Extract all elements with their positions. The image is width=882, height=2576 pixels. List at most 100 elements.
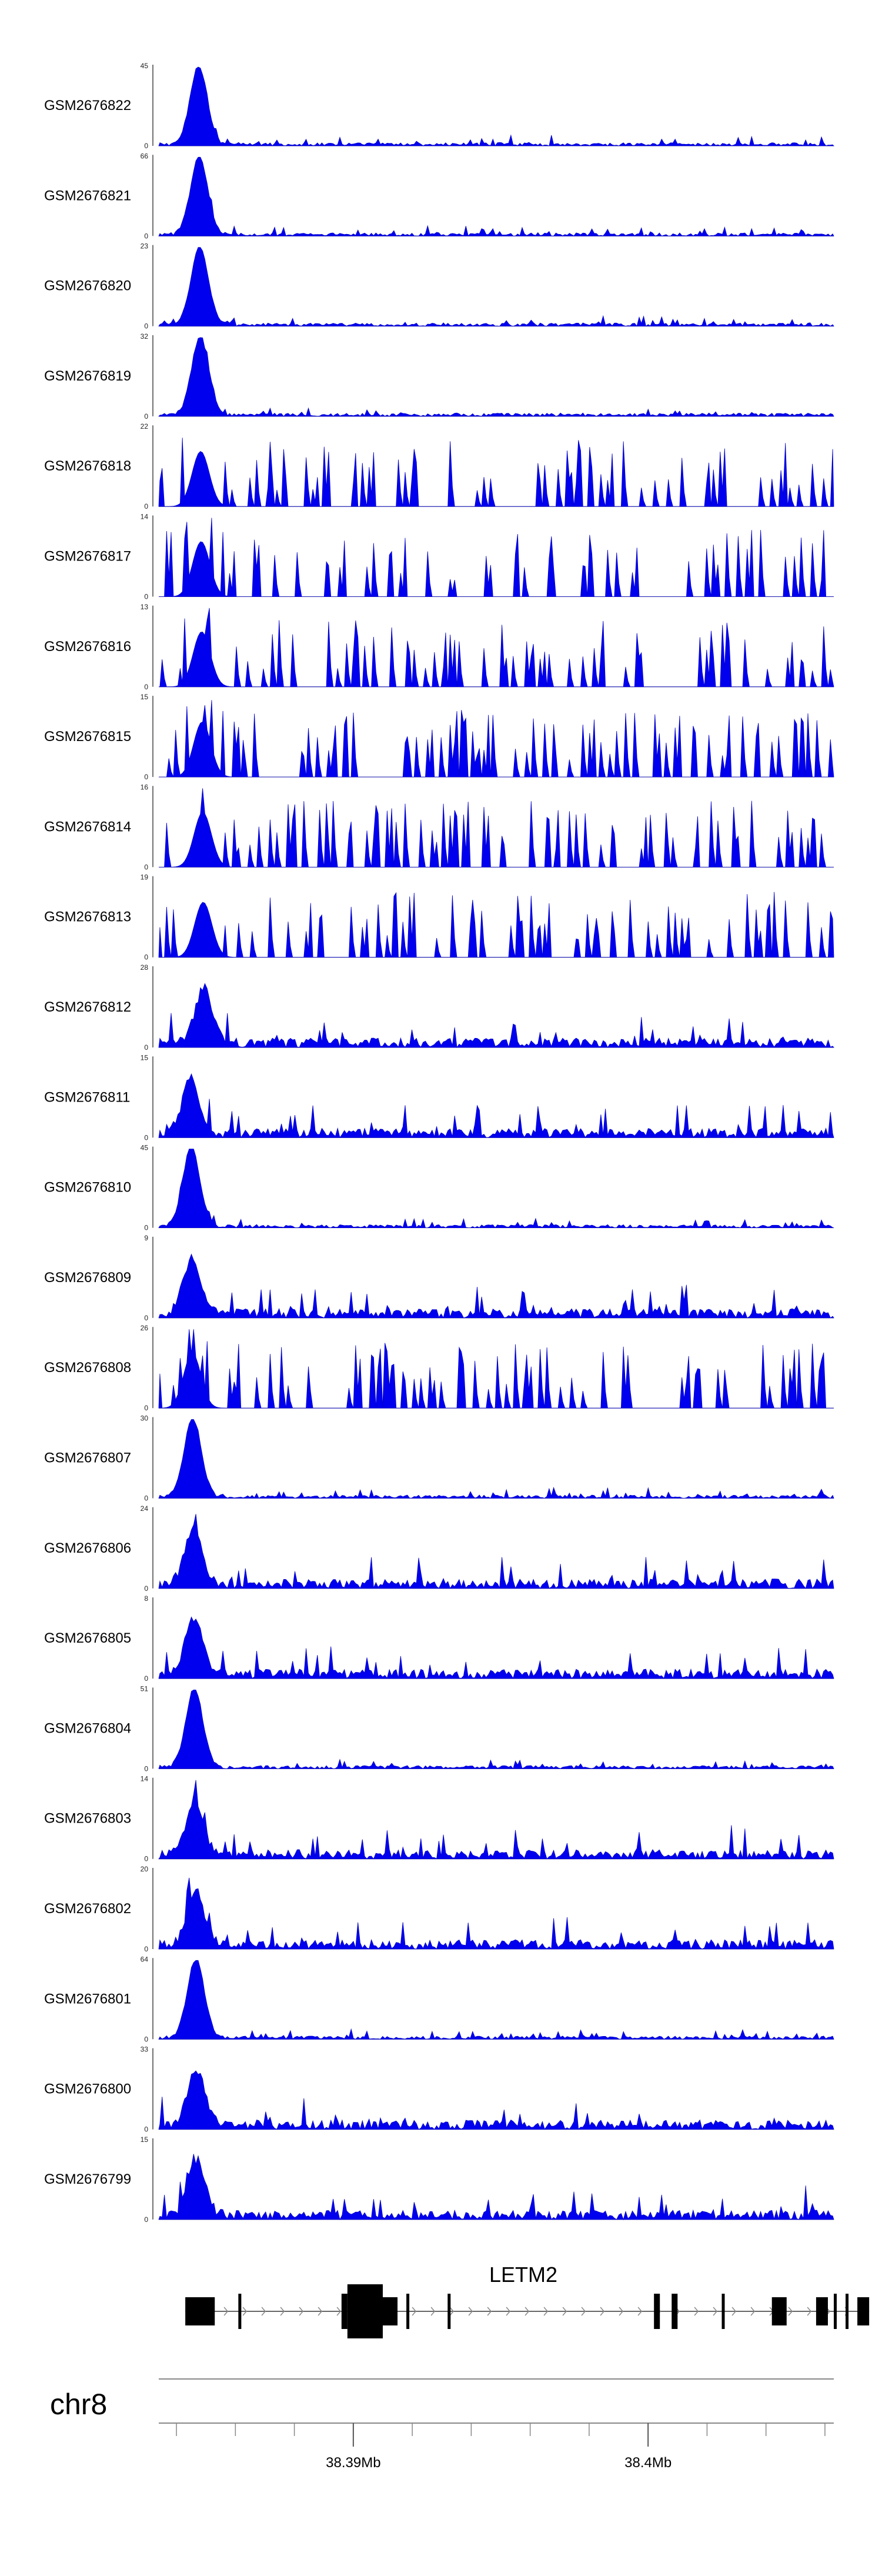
track-ymin-label: 0 — [144, 1133, 148, 1142]
track-label: GSM2676819 — [44, 368, 131, 384]
gene-exon — [671, 2294, 678, 2329]
coverage-track: GSM2676815 15 0 — [44, 693, 834, 781]
gene-exon — [238, 2294, 242, 2329]
coverage-track: GSM2676809 9 0 — [44, 1234, 834, 1322]
gene-exon — [347, 2284, 383, 2338]
track-ymin-label: 0 — [144, 322, 148, 331]
track-label: GSM2676803 — [44, 1811, 131, 1827]
track-ymax-label: 66 — [141, 152, 149, 160]
track-ymin-label: 0 — [144, 1855, 148, 1863]
coverage-track: GSM2676810 45 0 — [44, 1144, 834, 1232]
gene-exon — [654, 2294, 660, 2329]
gene-model-track: LETM2 — [185, 2263, 870, 2338]
gene-exon — [721, 2294, 725, 2329]
coverage-track: GSM2676814 16 0 — [44, 783, 834, 871]
track-ymax-label: 45 — [141, 1144, 149, 1152]
coverage-track: GSM2676803 14 0 — [44, 1775, 834, 1863]
track-label: GSM2676808 — [44, 1360, 131, 1376]
track-label: GSM2676805 — [44, 1630, 131, 1646]
coverage-track: GSM2676806 24 0 — [44, 1504, 834, 1593]
coverage-track: GSM2676805 8 0 — [44, 1594, 834, 1683]
coverage-area — [158, 1514, 834, 1589]
strand-arrow-icon — [449, 2307, 455, 2316]
track-ymin-label: 0 — [144, 1314, 148, 1322]
coverage-area — [158, 1616, 834, 1679]
track-label: GSM2676799 — [44, 2171, 131, 2187]
strand-arrow-icon — [242, 2307, 248, 2316]
coverage-area — [158, 247, 834, 327]
strand-arrow-icon — [524, 2307, 530, 2316]
track-ymin-label: 0 — [144, 1764, 148, 1773]
track-label: GSM2676818 — [44, 458, 131, 474]
track-label: GSM2676814 — [44, 819, 131, 835]
coverage-track: GSM2676799 15 0 — [44, 2135, 834, 2224]
coverage-area — [159, 700, 834, 778]
axis-tick-label: 38.4Mb — [624, 2455, 671, 2471]
track-label: GSM2676810 — [44, 1180, 131, 1196]
track-label: GSM2676801 — [44, 1991, 131, 2007]
track-ymax-label: 64 — [141, 1955, 149, 1963]
track-ymin-label: 0 — [144, 2215, 148, 2224]
coverage-track: GSM2676819 32 0 — [44, 332, 834, 421]
track-ymax-label: 51 — [141, 1684, 149, 1693]
track-ymax-label: 15 — [141, 693, 149, 701]
track-ymax-label: 19 — [141, 873, 149, 882]
coverage-area — [158, 1073, 834, 1139]
strand-arrow-icon — [299, 2307, 304, 2316]
strand-arrow-icon — [731, 2307, 737, 2316]
gene-exon — [447, 2294, 451, 2329]
track-ymax-label: 22 — [141, 422, 149, 431]
axis-tick-label: 38.39Mb — [326, 2455, 380, 2471]
coverage-area — [158, 983, 834, 1049]
gene-exon — [185, 2297, 215, 2325]
chromosome-label: chr8 — [50, 2388, 107, 2421]
coverage-area — [158, 1690, 834, 1770]
gene-exon — [382, 2297, 398, 2325]
strand-arrow-icon — [807, 2307, 812, 2316]
strand-arrow-icon — [750, 2307, 756, 2316]
coverage-area — [158, 892, 834, 958]
track-ymin-label: 0 — [144, 142, 148, 150]
track-ymax-label: 9 — [144, 1234, 148, 1242]
gene-exon — [846, 2294, 849, 2329]
track-ymin-label: 0 — [144, 1224, 148, 1232]
track-label: GSM2676822 — [44, 98, 131, 114]
strand-arrow-icon — [600, 2307, 605, 2316]
coverage-track: GSM2676804 51 0 — [44, 1684, 834, 1773]
track-ymax-label: 24 — [141, 1504, 149, 1513]
track-ymin-label: 0 — [144, 502, 148, 510]
track-ymin-label: 0 — [144, 773, 148, 781]
gene-exon — [406, 2294, 410, 2329]
strand-arrow-icon — [280, 2307, 285, 2316]
track-ymin-label: 0 — [144, 593, 148, 601]
track-label: GSM2676816 — [44, 639, 131, 655]
strand-arrow-icon — [637, 2307, 643, 2316]
coverage-area — [158, 1329, 834, 1409]
track-ymax-label: 15 — [141, 2135, 149, 2144]
track-label: GSM2676802 — [44, 1901, 131, 1917]
strand-arrow-icon — [581, 2307, 586, 2316]
track-ymin-label: 0 — [144, 1945, 148, 1953]
coverage-area — [159, 608, 834, 688]
gene-exon — [857, 2297, 870, 2325]
coverage-track: GSM2676817 14 0 — [44, 513, 834, 601]
track-label: GSM2676815 — [44, 729, 131, 745]
coverage-track: GSM2676808 26 0 — [44, 1324, 834, 1412]
coverage-track: GSM2676813 19 0 — [44, 873, 834, 962]
track-label: GSM2676813 — [44, 909, 131, 925]
track-ymin-label: 0 — [144, 232, 148, 240]
coverage-area — [158, 1877, 834, 1950]
coverage-track: GSM2676801 64 0 — [44, 1955, 834, 2043]
coverage-track: GSM2676822 45 0 — [44, 62, 835, 150]
coverage-track: GSM2676812 28 0 — [44, 963, 834, 1052]
gene-name-label: LETM2 — [489, 2263, 557, 2287]
coverage-track: GSM2676818 22 0 — [44, 422, 834, 510]
coverage-track: GSM2676802 20 0 — [44, 1865, 834, 1953]
strand-arrow-icon — [543, 2307, 549, 2316]
track-ymin-label: 0 — [144, 2035, 148, 2043]
track-ymin-label: 0 — [144, 683, 148, 691]
track-ymax-label: 33 — [141, 2046, 149, 2054]
track-ymin-label: 0 — [144, 1404, 148, 1412]
coverage-tracks: GSM2676822450GSM2676821660GSM2676820230G… — [44, 62, 835, 2224]
coverage-track: GSM2676807 30 0 — [44, 1414, 834, 1503]
